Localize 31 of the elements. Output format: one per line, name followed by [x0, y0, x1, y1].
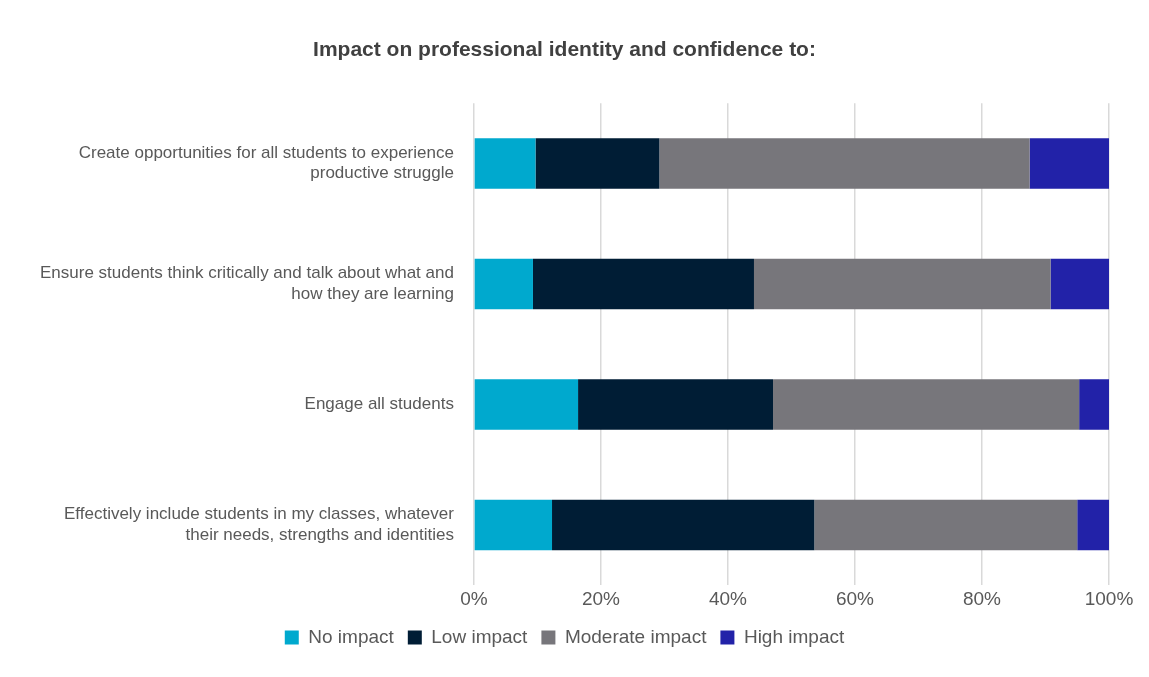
bar	[773, 379, 1080, 430]
legend-label: Low impact	[431, 625, 529, 647]
x-tick-label: 20%	[581, 587, 621, 609]
y-tick-label: Create opportunities for all students to experience productive struggle	[78, 142, 454, 183]
bar	[474, 258, 533, 310]
legend-label: Moderate impact	[564, 625, 708, 647]
bar	[1079, 379, 1109, 430]
bar	[1077, 499, 1109, 551]
bar	[535, 138, 660, 189]
y-tick-label: Ensure students think critically and talk about what and how they are learning	[40, 263, 454, 303]
bar	[1050, 258, 1109, 310]
bar	[578, 379, 774, 430]
x-tick-label: 100%	[1084, 587, 1134, 609]
bar	[814, 499, 1078, 551]
y-tick-label: Engage all students	[304, 394, 454, 414]
x-tick-label: 80%	[962, 587, 1002, 609]
bar	[474, 138, 536, 189]
bar	[474, 379, 579, 430]
x-tick-label: 0%	[460, 587, 488, 609]
bar	[532, 258, 754, 310]
bar	[552, 499, 815, 551]
x-tick-label: 40%	[708, 587, 748, 609]
legend-label: No impact	[308, 625, 395, 647]
y-tick-label: Effectively include students in my classes, whatever their needs, strengths and identities	[63, 504, 455, 544]
chart-title: Impact on professional identity and confidence to:	[313, 37, 816, 61]
bar	[474, 499, 553, 551]
bar	[1029, 138, 1109, 189]
x-tick-label: 60%	[835, 587, 875, 609]
bar	[753, 258, 1051, 310]
bar	[659, 138, 1030, 189]
legend-label: High impact	[743, 625, 845, 647]
